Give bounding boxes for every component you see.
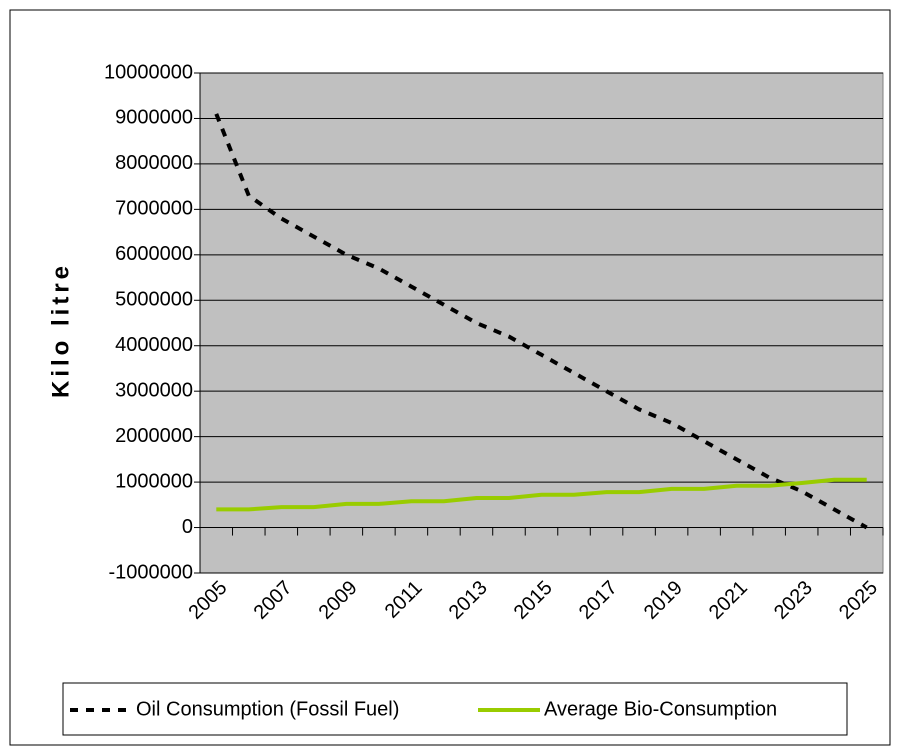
- series-line: [214, 113, 868, 530]
- y-tick-label: 7000000: [115, 198, 193, 220]
- y-tick-label: 0: [182, 516, 193, 538]
- y-axis-title: Kilo litre: [47, 262, 74, 398]
- series-line: [216, 477, 867, 512]
- legend-box: [62, 682, 848, 736]
- y-tick-label: 8000000: [115, 152, 193, 174]
- y-tick-label: -1000000: [108, 561, 193, 583]
- y-tick-label: 3000000: [115, 379, 193, 401]
- y-tick-label: 2000000: [115, 425, 193, 447]
- plot-area: [199, 72, 884, 574]
- y-tick-label: 4000000: [115, 334, 193, 356]
- y-tick-label: 6000000: [115, 243, 193, 265]
- y-tick-label: 5000000: [115, 289, 193, 311]
- y-tick-label: 1000000: [115, 470, 193, 492]
- y-tick-label: 10000000: [104, 61, 193, 83]
- legend-label: Oil Consumption (Fossil Fuel): [136, 698, 399, 720]
- y-tick-label: 9000000: [115, 107, 193, 129]
- legend-label: Average Bio-Consumption: [544, 698, 777, 720]
